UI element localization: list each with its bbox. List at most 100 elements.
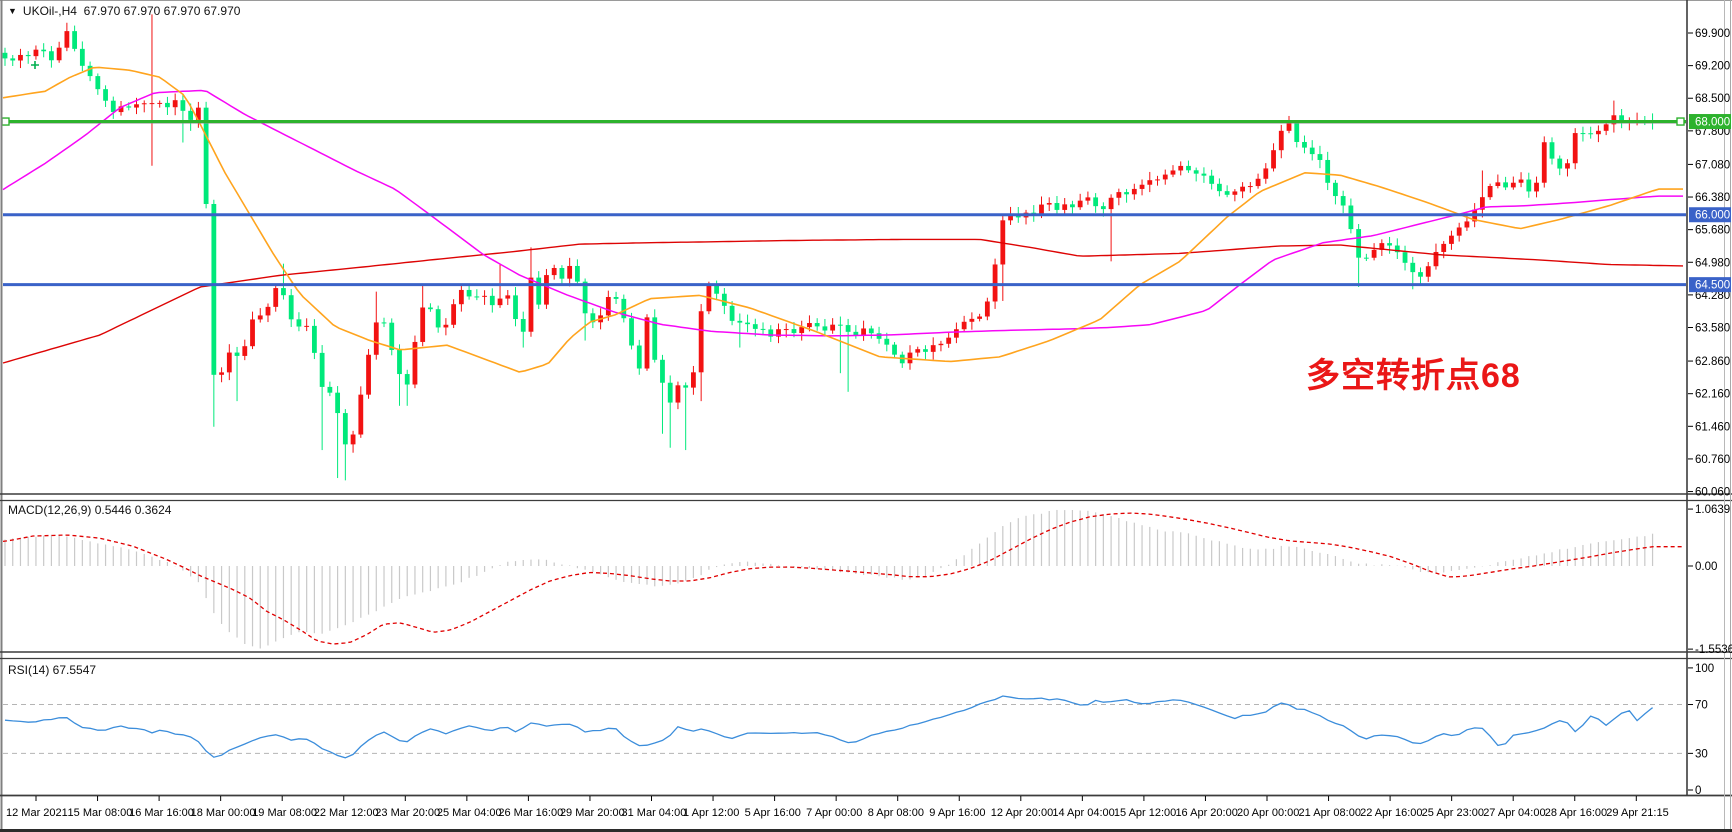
candle-body (946, 337, 952, 344)
ma-magenta-line (2, 89, 1683, 337)
time-axis-label[interactable]: 1 Apr 12:00 (683, 807, 739, 819)
line-endpoint-handle[interactable] (1, 117, 10, 126)
time-axis-label[interactable]: 5 Apr 16:00 (745, 807, 801, 819)
price-axis-label[interactable]: 63.580 (1695, 323, 1730, 335)
time-axis-label[interactable]: 27 Apr 04:00 (1483, 807, 1545, 819)
candle-body (675, 385, 681, 403)
rsi-axis-label[interactable]: 70 (1695, 700, 1708, 712)
time-axis-label[interactable]: 18 Mar 00:00 (191, 807, 256, 819)
price-axis-label[interactable]: 61.460 (1695, 421, 1730, 433)
candle-body (1541, 142, 1547, 183)
candle-body (1155, 179, 1160, 181)
candle-body (590, 313, 596, 323)
candle-body (691, 372, 696, 388)
time-axis-label[interactable]: 22 Apr 16:00 (1360, 807, 1422, 819)
chart-annotation-text[interactable]: 多空转折点68 (1306, 357, 1521, 395)
time-axis-label[interactable]: 26 Mar 16:00 (498, 807, 563, 819)
candle-body (41, 49, 47, 52)
price-axis-label[interactable]: 65.680 (1695, 225, 1730, 237)
candle-body (373, 322, 379, 355)
candle-body (1178, 165, 1184, 171)
price-axis-label[interactable]: 66.380 (1695, 192, 1730, 204)
line-endpoint-handle[interactable] (1676, 117, 1685, 126)
candle-body (1588, 133, 1594, 135)
candle-body (1371, 249, 1377, 258)
price-axis-label[interactable]: 62.160 (1695, 389, 1730, 401)
time-axis-label[interactable]: 12 Mar 2021 (6, 807, 68, 819)
time-axis-label[interactable]: 23 Mar 20:00 (375, 807, 440, 819)
candle-body (1309, 147, 1315, 155)
candle-body (474, 296, 480, 298)
rsi-axis-label[interactable]: 0 (1695, 785, 1701, 797)
time-axis-label[interactable]: 29 Mar 20:00 (560, 807, 625, 819)
candle-body (1186, 165, 1191, 171)
chevron-down-icon[interactable]: ▼ (8, 6, 17, 16)
time-axis-label[interactable]: 22 Mar 12:00 (314, 807, 379, 819)
time-axis-label[interactable]: 21 Apr 08:00 (1299, 807, 1361, 819)
candle-body (1162, 174, 1168, 180)
time-axis-label[interactable]: 16 Mar 16:00 (129, 807, 194, 819)
candle-body (1363, 257, 1369, 259)
time-axis-label[interactable]: 25 Mar 04:00 (437, 807, 502, 819)
candle-body (56, 47, 62, 61)
candle-body (1456, 227, 1462, 236)
price-axis-label[interactable]: 69.900 (1695, 28, 1730, 40)
price-axis-label[interactable]: 69.200 (1695, 61, 1730, 73)
candle-body (165, 102, 170, 108)
candle-body (1039, 204, 1044, 215)
price-axis-label[interactable]: 67.080 (1695, 159, 1730, 171)
candle-body (861, 328, 866, 336)
time-axis-label[interactable]: 20 Apr 00:00 (1237, 807, 1299, 819)
price-axis-label[interactable]: 60.060 (1695, 487, 1730, 499)
price-axis-label[interactable]: 62.860 (1695, 356, 1730, 368)
time-axis-label[interactable]: 25 Apr 23:00 (1422, 807, 1484, 819)
price-axis-label[interactable]: 60.760 (1695, 454, 1730, 466)
candle-body (574, 265, 580, 282)
time-axis-label[interactable]: 7 Apr 00:00 (806, 807, 862, 819)
candle-body (466, 289, 472, 297)
candle-body (335, 392, 341, 414)
price-level-badge-label[interactable]: 64.500 (1695, 280, 1730, 292)
candle-body (1379, 243, 1385, 250)
candle-body (265, 306, 271, 316)
price-axis-label[interactable]: 68.500 (1695, 93, 1730, 105)
time-axis-label[interactable]: 15 Mar 08:00 (68, 807, 133, 819)
price-axis-label[interactable]: 64.280 (1695, 290, 1730, 302)
rsi-axis-label[interactable]: 100 (1695, 663, 1714, 675)
price-axis-label[interactable]: 64.980 (1695, 257, 1730, 269)
candle-body (435, 309, 441, 328)
time-axis-label[interactable]: 9 Apr 16:00 (929, 807, 985, 819)
time-axis-label[interactable]: 16 Apr 20:00 (1175, 807, 1237, 819)
macd-axis-label[interactable]: -1.5536 (1695, 644, 1732, 656)
time-axis-label[interactable]: 28 Apr 16:00 (1545, 807, 1607, 819)
symbol-ohlc-text: UKOil-,H4 67.970 67.970 67.970 67.970 (22, 4, 241, 18)
price-level-badge-label[interactable]: 66.000 (1695, 210, 1730, 222)
candle-body (683, 385, 689, 388)
candle-body (428, 307, 433, 310)
time-axis-label[interactable]: 15 Apr 12:00 (1114, 807, 1176, 819)
candle-body (489, 295, 495, 306)
candle-body (884, 338, 890, 345)
price-level-badge-label[interactable]: 68.000 (1695, 117, 1730, 129)
time-axis-label[interactable]: 14 Apr 04:00 (1052, 807, 1114, 819)
candle-body (234, 352, 240, 356)
candle-body (984, 301, 990, 317)
time-axis-label[interactable]: 8 Apr 08:00 (868, 807, 924, 819)
time-axis-label[interactable]: 31 Mar 04:00 (622, 807, 687, 819)
macd-axis-label[interactable]: 1.0639 (1695, 504, 1730, 516)
candle-body (1441, 243, 1447, 252)
candle-body (605, 297, 611, 316)
rsi-axis-label[interactable]: 30 (1695, 748, 1708, 760)
time-axis-label[interactable]: 12 Apr 20:00 (991, 807, 1053, 819)
candle-body (319, 352, 325, 387)
candle-body (1302, 141, 1307, 148)
time-axis-label[interactable]: 29 Apr 21:15 (1606, 807, 1668, 819)
time-axis-label[interactable]: 19 Mar 08:00 (252, 807, 317, 819)
candle-body (520, 319, 526, 332)
macd-axis-label[interactable]: 0.00 (1695, 561, 1717, 573)
candle-body (652, 317, 658, 360)
candle-body (582, 281, 588, 314)
candle-body (304, 325, 310, 327)
